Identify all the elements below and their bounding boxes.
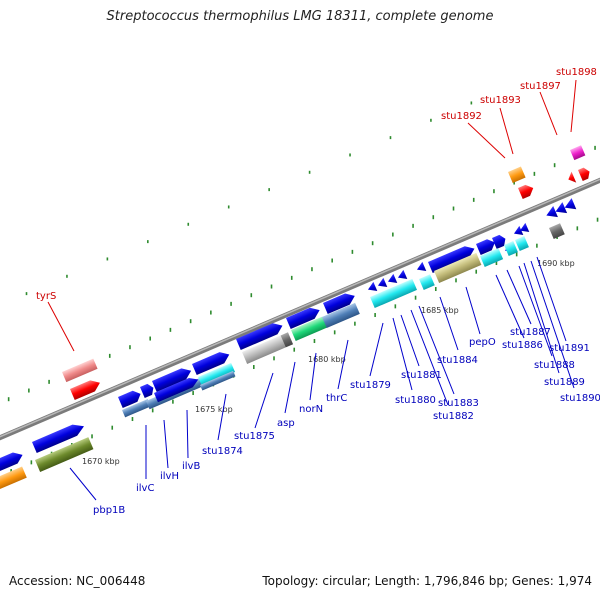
scale-label: 1690 kbp	[537, 259, 575, 268]
gene-label-stu1891: stu1891	[549, 343, 590, 354]
rna-label-tyrS: tyrS	[36, 291, 56, 302]
gene-block	[323, 293, 355, 315]
gene-block	[242, 332, 294, 364]
gene-label-stu1887: stu1887	[510, 327, 551, 338]
gene-label-stu1874: stu1874	[202, 446, 243, 457]
gene-label-thrC: thrC	[326, 393, 347, 404]
gene-label-stu1884: stu1884	[437, 355, 478, 366]
gene-label-pbp1B: pbp1B	[93, 505, 125, 516]
gene-label-ilvH: ilvH	[160, 471, 179, 482]
gene-block	[122, 398, 151, 418]
genome-backbone	[0, 177, 600, 441]
genome-summary-text: Topology: circular; Length: 1,796,846 bp…	[262, 574, 592, 588]
gene-block	[367, 281, 378, 292]
gene-block	[377, 277, 388, 288]
rna-label-stu1893: stu1893	[480, 95, 521, 106]
gene-label-asp: asp	[277, 418, 295, 429]
gene-block	[286, 307, 320, 330]
gene-block	[387, 273, 398, 284]
gene-block	[515, 236, 529, 252]
scale-label: 1675 kbp	[195, 405, 233, 414]
gene-label-stu1890: stu1890	[560, 393, 600, 404]
gene-block	[0, 466, 27, 490]
gene-block	[291, 316, 327, 342]
callout-lines	[47, 79, 577, 501]
gene-block	[519, 222, 530, 233]
gene-label-stu1889: stu1889	[544, 377, 585, 388]
gene-label-stu1888: stu1888	[534, 360, 575, 371]
gene-block	[416, 261, 427, 272]
gene-block	[549, 223, 565, 240]
rna-block	[62, 358, 98, 383]
gene-block	[32, 424, 84, 454]
gene-block	[419, 274, 435, 291]
gene-block	[236, 323, 283, 351]
gene-label-ilvB: ilvB	[182, 461, 200, 472]
gene-block	[322, 302, 360, 329]
gene-block	[152, 368, 192, 393]
gene-block	[434, 252, 482, 283]
gene-block	[397, 269, 408, 280]
rna-label-stu1892: stu1892	[441, 111, 482, 122]
scale-label: 1680 kbp	[308, 355, 346, 364]
tick-marks	[7, 101, 599, 474]
rna-label-stu1897: stu1897	[520, 81, 561, 92]
rna-block	[508, 166, 526, 184]
gene-block	[428, 246, 475, 274]
gene-label-stu1875: stu1875	[234, 431, 275, 442]
gene-block	[0, 452, 23, 473]
rna-label-stu1898: stu1898	[556, 67, 597, 78]
rna-labels: tyrS stu1892 stu1893 stu1897 stu1898	[36, 67, 597, 302]
gene-labels: pbp1B ilvC ilvH ilvB stu1874 stu1875 asp…	[93, 327, 600, 516]
gene-label-norN: norN	[299, 404, 323, 415]
gene-label-stu1886: stu1886	[502, 340, 543, 351]
figure-title: Streptococcus thermophilus LMG 18311, co…	[106, 9, 494, 24]
rna-block	[518, 184, 534, 200]
gene-label-ilvC: ilvC	[136, 483, 154, 494]
gene-block	[370, 278, 418, 309]
rna-block	[70, 380, 100, 401]
gene-block	[154, 378, 199, 403]
gene-track	[0, 145, 590, 490]
rna-block	[578, 167, 590, 182]
gene-label-stu1881: stu1881	[401, 370, 442, 381]
gene-block	[200, 370, 236, 391]
gene-block	[504, 241, 518, 257]
gene-block	[35, 437, 94, 472]
gene-block	[118, 390, 141, 409]
gene-block	[492, 234, 506, 250]
scale-labels: 1670 kbp 1675 kbp 1680 kbp 1685 kbp 1690…	[82, 259, 575, 466]
gene-block	[513, 225, 524, 236]
gene-label-stu1883: stu1883	[438, 398, 479, 409]
gene-label-pepO: pepO	[469, 337, 496, 348]
gene-label-stu1879: stu1879	[350, 380, 391, 391]
accession-text: Accession: NC_006448	[9, 574, 146, 588]
scale-label: 1670 kbp	[82, 457, 120, 466]
gene-block	[476, 239, 495, 256]
scale-label: 1685 kbp	[421, 306, 459, 315]
gene-label-stu1882: stu1882	[433, 411, 474, 422]
rna-block	[570, 145, 586, 161]
gene-block	[546, 198, 577, 218]
rna-block	[568, 171, 577, 183]
gene-block	[480, 248, 504, 268]
gene-block	[198, 362, 236, 387]
gene-label-stu1880: stu1880	[395, 395, 436, 406]
gene-block	[192, 352, 230, 376]
gene-block	[140, 383, 154, 399]
